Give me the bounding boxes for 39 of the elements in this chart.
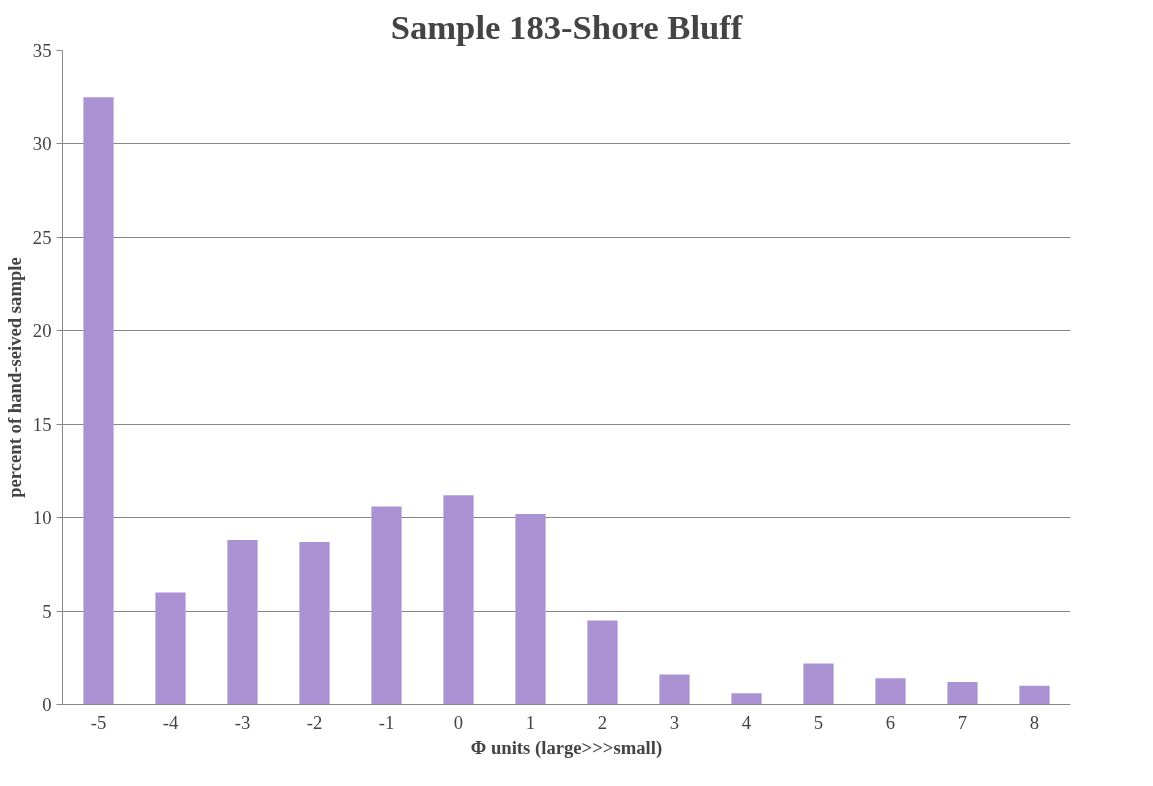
x-tick-label: -5 xyxy=(90,711,107,733)
bar xyxy=(227,540,258,705)
x-tick-label: -3 xyxy=(234,711,251,733)
bar xyxy=(875,678,906,705)
x-tick-label: 4 xyxy=(741,711,752,733)
x-tick-label: 3 xyxy=(669,711,680,733)
x-tick-label: 7 xyxy=(957,711,968,733)
x-tick-label: 8 xyxy=(1029,711,1040,733)
bar xyxy=(155,592,186,705)
x-tick-label: -1 xyxy=(378,711,395,733)
bar xyxy=(371,506,402,705)
bar xyxy=(659,674,690,705)
y-tick-label: 20 xyxy=(32,320,52,342)
y-tick-label: 0 xyxy=(42,694,52,715)
bar xyxy=(443,495,474,705)
chart-title: Sample 183-Shore Bluff xyxy=(390,7,743,46)
bar xyxy=(83,97,114,705)
y-axis-title: percent of hand-seived sample xyxy=(3,257,25,498)
x-tick-label: -2 xyxy=(306,711,323,733)
bar xyxy=(515,513,546,705)
bar xyxy=(803,663,834,705)
x-tick-label: 2 xyxy=(597,711,608,733)
bar xyxy=(299,541,330,705)
y-tick-label: 10 xyxy=(32,507,52,529)
bar xyxy=(1019,685,1050,705)
x-tick-label: 5 xyxy=(813,711,824,733)
x-tick-label: 1 xyxy=(525,711,536,733)
x-axis-title: Φ units (large>>>small) xyxy=(470,736,663,759)
x-tick-label: 0 xyxy=(453,711,464,733)
y-tick-label: 15 xyxy=(32,413,52,435)
y-tick-label: 30 xyxy=(32,133,52,155)
bar xyxy=(587,620,618,705)
y-tick-label: 25 xyxy=(32,226,52,248)
x-tick-label: 6 xyxy=(885,711,896,733)
bar xyxy=(731,693,762,705)
y-tick-label: 35 xyxy=(32,40,52,61)
x-tick-label: -4 xyxy=(162,711,179,733)
bar xyxy=(947,682,978,705)
y-tick-label: 5 xyxy=(42,600,52,622)
